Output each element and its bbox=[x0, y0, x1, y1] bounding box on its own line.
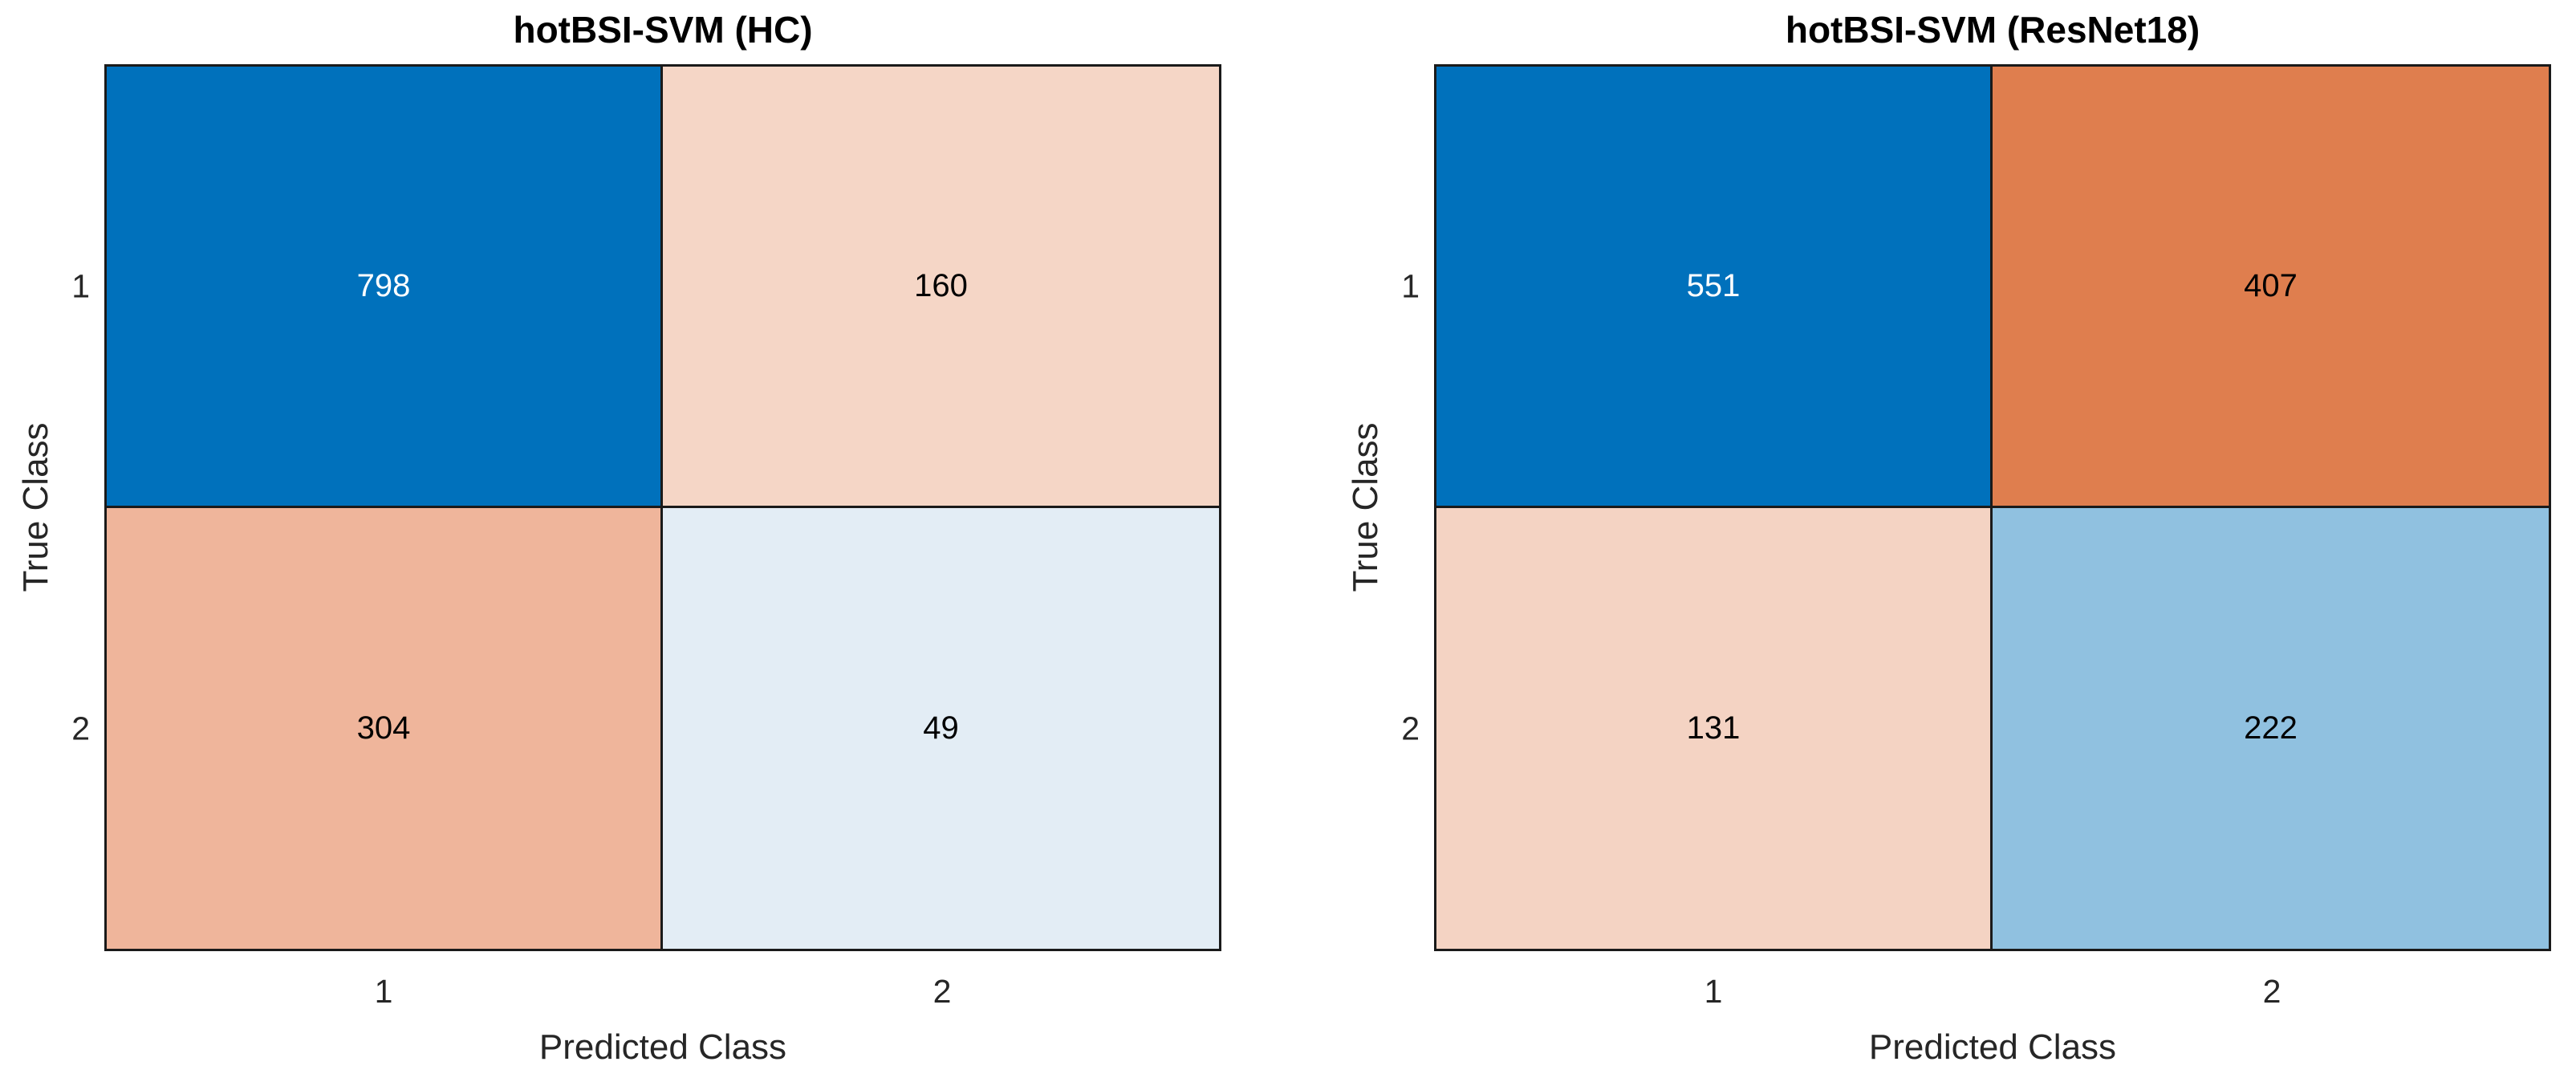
cell-value: 304 bbox=[356, 710, 411, 746]
matrix-cell: 160 bbox=[663, 67, 1219, 508]
matrix-cell: 131 bbox=[1436, 507, 1993, 949]
y-axis-label: True Class bbox=[1346, 422, 1385, 592]
confusion-matrix-grid: 798 160 304 49 bbox=[104, 64, 1221, 951]
x-tick-label: 2 bbox=[932, 973, 952, 1010]
cell-value: 407 bbox=[2244, 267, 2298, 303]
matrix-cell: 49 bbox=[663, 507, 1219, 949]
y-axis-label: True Class bbox=[16, 422, 55, 592]
y-tick-label: 1 bbox=[1401, 267, 1420, 305]
cell-value: 160 bbox=[914, 267, 968, 303]
cell-value: 131 bbox=[1686, 710, 1741, 746]
cell-value: 49 bbox=[923, 710, 959, 746]
x-tick-label: 2 bbox=[2262, 973, 2281, 1010]
matrix-cell: 304 bbox=[107, 507, 663, 949]
matrix-cell: 222 bbox=[1993, 507, 2549, 949]
panel-resnet18: hotBSI-SVM (ResNet18) True Class 1 2 551… bbox=[1330, 0, 2576, 1082]
matrix-cell: 551 bbox=[1436, 67, 1993, 508]
x-axis-label: Predicted Class bbox=[538, 1027, 787, 1067]
cell-value: 551 bbox=[1686, 267, 1741, 303]
matrix-cell: 407 bbox=[1993, 67, 2549, 508]
y-tick-label: 2 bbox=[71, 710, 90, 747]
confusion-matrix-grid: 551 407 131 222 bbox=[1434, 64, 2551, 951]
matrix-cell: 798 bbox=[107, 67, 663, 508]
cell-value: 798 bbox=[356, 267, 411, 303]
panel-hc: hotBSI-SVM (HC) True Class 1 2 798 160 3… bbox=[16, 9, 1221, 1067]
chart-title: hotBSI-SVM (HC) bbox=[513, 9, 813, 51]
x-axis-label: Predicted Class bbox=[1868, 1027, 2117, 1067]
y-tick-label: 2 bbox=[1401, 710, 1420, 747]
x-tick-label: 1 bbox=[1704, 973, 1723, 1010]
chart-title: hotBSI-SVM (ResNet18) bbox=[1785, 9, 2200, 51]
x-tick-label: 1 bbox=[374, 973, 393, 1010]
cell-value: 222 bbox=[2244, 710, 2298, 746]
y-tick-label: 1 bbox=[71, 267, 90, 305]
